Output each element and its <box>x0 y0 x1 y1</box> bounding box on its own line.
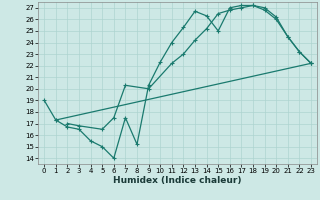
X-axis label: Humidex (Indice chaleur): Humidex (Indice chaleur) <box>113 176 242 185</box>
